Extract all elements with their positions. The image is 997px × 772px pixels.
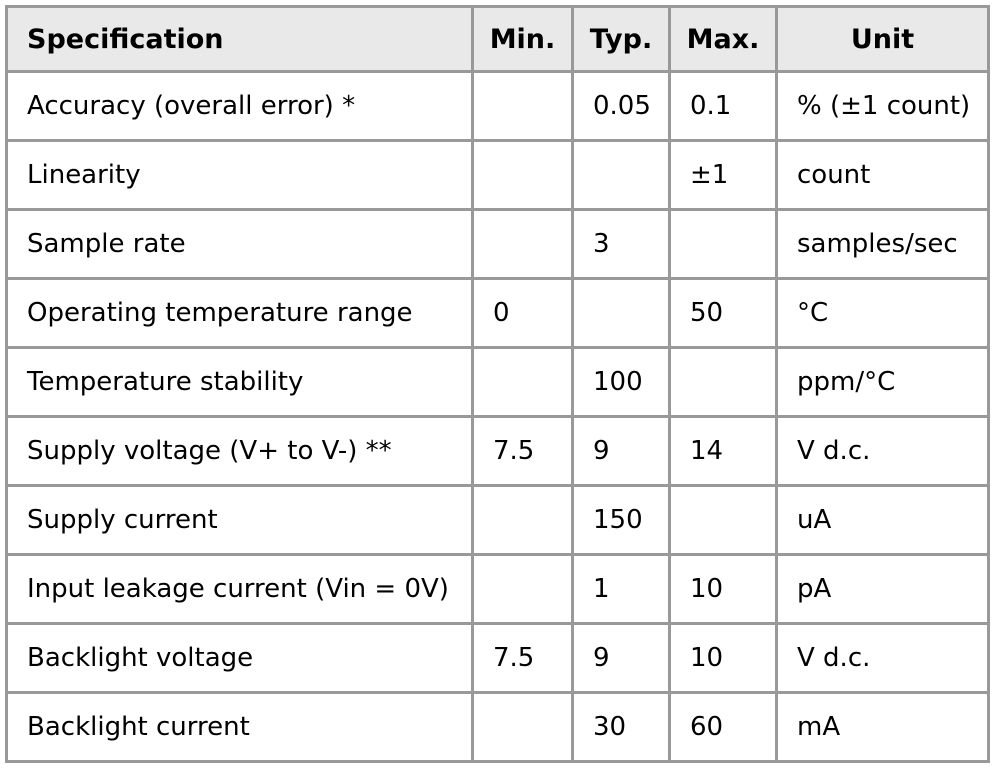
header-row: Specification Min. Typ. Max. Unit — [5, 5, 990, 73]
table-cell-min — [471, 553, 574, 625]
table-cell-unit: uA — [775, 484, 990, 556]
table-cell-typ: 30 — [571, 691, 671, 763]
table-cell-typ: 9 — [571, 415, 671, 487]
table-cell-max — [668, 346, 778, 418]
table-cell-typ: 1 — [571, 553, 671, 625]
table-cell-spec: Backlight current — [5, 691, 474, 763]
spec-table-container: Specification Min. Typ. Max. Unit Accura… — [5, 5, 990, 763]
table-cell-max: 10 — [668, 553, 778, 625]
table-cell-min — [471, 208, 574, 280]
table-body: Accuracy (overall error) * 0.05 0.1% (±1 c… — [5, 70, 990, 763]
table-row: Supply current 150 uA — [5, 484, 990, 556]
table-cell-max: 60 — [668, 691, 778, 763]
table-cell-min — [471, 70, 574, 142]
table-cell-spec: Supply current — [5, 484, 474, 556]
table-cell-typ — [571, 277, 671, 349]
table-cell-unit: ppm/°C — [775, 346, 990, 418]
table-cell-spec: Backlight voltage — [5, 622, 474, 694]
table-cell-unit: % (±1 count) — [775, 70, 990, 142]
table-cell-spec: Sample rate — [5, 208, 474, 280]
column-header-specification: Specification — [5, 5, 474, 73]
table-row: Operating temperature range 0 50 °C — [5, 277, 990, 349]
table-cell-min: 0 — [471, 277, 574, 349]
table-cell-max — [668, 484, 778, 556]
table-cell-spec: Accuracy (overall error) * — [5, 70, 474, 142]
table-cell-max — [668, 208, 778, 280]
table-cell-max: 10 — [668, 622, 778, 694]
table-cell-unit: mA — [775, 691, 990, 763]
table-cell-min: 7.5 — [471, 622, 574, 694]
table-row: Sample rate 3 samples/sec — [5, 208, 990, 280]
table-cell-spec: Supply voltage (V+ to V-) ** — [5, 415, 474, 487]
table-cell-min: 7.5 — [471, 415, 574, 487]
table-cell-max: 14 — [668, 415, 778, 487]
table-header: Specification Min. Typ. Max. Unit — [5, 5, 990, 73]
table-cell-typ: 3 — [571, 208, 671, 280]
table-cell-min — [471, 484, 574, 556]
table-cell-min — [471, 691, 574, 763]
table-cell-typ — [571, 139, 671, 211]
column-header-unit: Unit — [775, 5, 990, 73]
table-cell-unit: V d.c. — [775, 415, 990, 487]
table-cell-unit: samples/sec — [775, 208, 990, 280]
table-cell-unit: °C — [775, 277, 990, 349]
table-row: Accuracy (overall error) * 0.05 0.1% (±1 c… — [5, 70, 990, 142]
table-row: Temperature stability 100 ppm/°C — [5, 346, 990, 418]
table-cell-spec: Temperature stability — [5, 346, 474, 418]
table-cell-unit: pA — [775, 553, 990, 625]
table-cell-spec: Input leakage current (Vin = 0V) — [5, 553, 474, 625]
column-header-max: Max. — [668, 5, 778, 73]
table-cell-unit: V d.c. — [775, 622, 990, 694]
table-cell-max: 0.1 — [668, 70, 778, 142]
table-cell-min — [471, 346, 574, 418]
table-row: Input leakage current (Vin = 0V) 1 10 pA — [5, 553, 990, 625]
table-cell-typ: 0.05 — [571, 70, 671, 142]
column-header-min: Min. — [471, 5, 574, 73]
table-row: Backlight voltage 7.5 9 10 V d.c. — [5, 622, 990, 694]
table-cell-unit: count — [775, 139, 990, 211]
column-header-typ: Typ. — [571, 5, 671, 73]
table-cell-min — [471, 139, 574, 211]
table-cell-spec: Operating temperature range — [5, 277, 474, 349]
table-cell-typ: 9 — [571, 622, 671, 694]
table-row: Supply voltage (V+ to V-) ** 7.5 9 14 V d.c. — [5, 415, 990, 487]
table-row: Backlight current 30 60 mA — [5, 691, 990, 763]
specification-table: Specification Min. Typ. Max. Unit Accura… — [5, 5, 990, 763]
table-cell-max: 50 — [668, 277, 778, 349]
table-cell-typ: 100 — [571, 346, 671, 418]
table-cell-max: ±1 — [668, 139, 778, 211]
table-row: Linearity ±1 count — [5, 139, 990, 211]
table-cell-typ: 150 — [571, 484, 671, 556]
table-cell-spec: Linearity — [5, 139, 474, 211]
